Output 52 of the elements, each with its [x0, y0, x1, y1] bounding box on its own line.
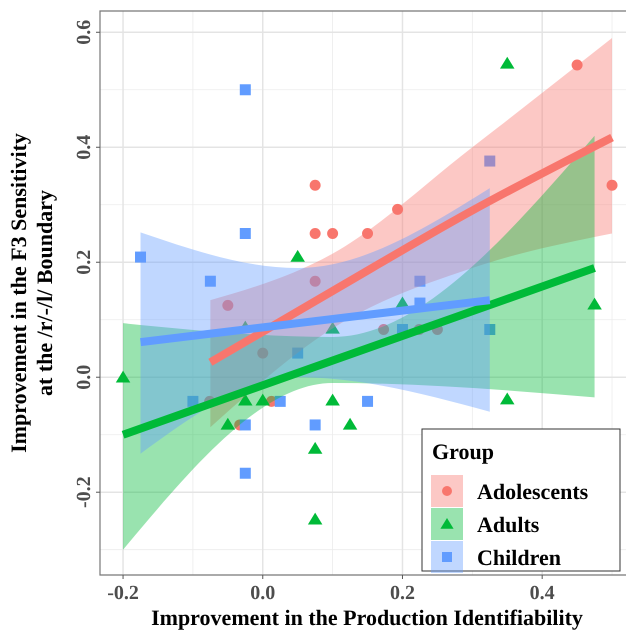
point [500, 392, 515, 404]
point [392, 204, 404, 215]
point [310, 276, 321, 287]
point [240, 468, 251, 479]
legend-label: Adults [477, 512, 540, 537]
x-tick-label: -0.2 [107, 582, 139, 604]
point [362, 228, 374, 239]
point [414, 276, 426, 287]
point [116, 370, 130, 383]
point [362, 396, 374, 407]
legend-label: Children [477, 545, 561, 570]
y-tick-label: 0.2 [73, 250, 95, 275]
point [240, 228, 251, 239]
point [500, 56, 515, 69]
y-tick-label: 0.6 [73, 20, 95, 45]
point [484, 156, 496, 167]
point [378, 324, 390, 336]
point [342, 418, 358, 430]
point [240, 419, 251, 430]
point [587, 298, 602, 310]
point [310, 419, 321, 430]
point [325, 322, 340, 334]
x-axis-title: Improvement in the Production Identifiability [151, 605, 583, 630]
point [204, 276, 216, 287]
y-tick-label: -0.2 [73, 476, 95, 508]
legend-title: Group [432, 439, 494, 464]
point [327, 228, 338, 239]
point [222, 300, 234, 311]
point [606, 180, 618, 191]
point [308, 512, 322, 525]
point [290, 250, 305, 262]
y-tick-label: 0.0 [73, 364, 95, 390]
y-axis-title: Improvement in the F3 Sensitivity at the /r/-/l/ Boundary [6, 133, 57, 453]
x-tick-label: 0.0 [250, 582, 276, 604]
point [274, 396, 286, 407]
point [220, 418, 236, 430]
point [310, 228, 321, 239]
point [238, 394, 253, 406]
legend-label: Adolescents [477, 479, 589, 504]
point [572, 60, 583, 71]
point [292, 348, 304, 359]
x-tick-label: 0.2 [390, 582, 415, 604]
point [135, 252, 146, 263]
point [308, 442, 322, 454]
point [257, 348, 268, 359]
point [484, 324, 496, 336]
x-tick-label: 0.4 [530, 582, 555, 604]
point [325, 394, 340, 406]
point [256, 394, 270, 406]
point [240, 84, 251, 96]
y-tick-label: 0.4 [73, 134, 95, 160]
point [310, 180, 321, 191]
